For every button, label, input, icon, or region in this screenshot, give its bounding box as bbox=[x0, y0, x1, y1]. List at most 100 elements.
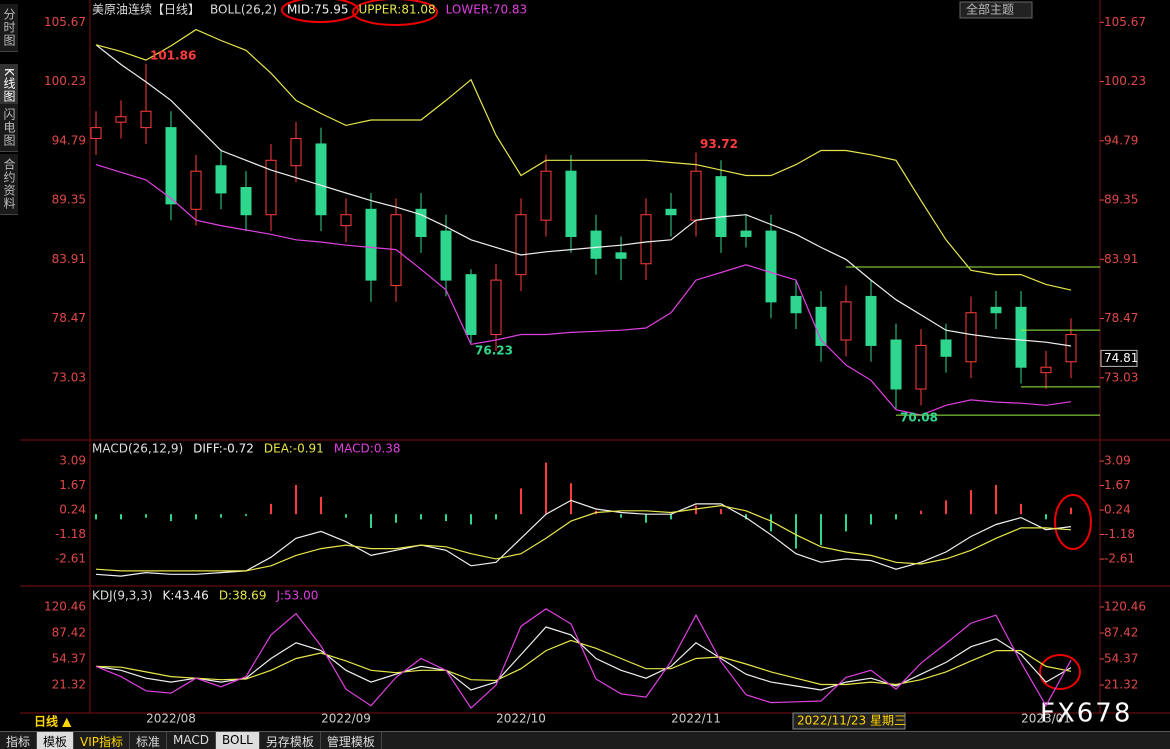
candle-body bbox=[340, 214, 352, 227]
circle-note bbox=[1054, 494, 1092, 550]
x-tick-label: 2022/10 bbox=[496, 712, 546, 726]
x-tick-label: 2023/01 bbox=[1021, 712, 1071, 726]
tool-btn[interactable]: 指标 bbox=[0, 732, 38, 749]
price-annotation: 93.72 bbox=[700, 137, 738, 151]
candle-body bbox=[1040, 366, 1052, 374]
y-tick-label: 120.46 bbox=[1104, 599, 1146, 613]
price-annotation: 70.08 bbox=[900, 410, 938, 424]
panel-legend: LOWER:70.83 bbox=[446, 3, 528, 17]
candle-body bbox=[715, 176, 727, 238]
candle-body bbox=[890, 339, 902, 390]
candle-body bbox=[415, 208, 427, 238]
price-annotation: 101.86 bbox=[150, 48, 196, 62]
boll-line bbox=[95, 28, 1072, 291]
toolbar: 指标 模板 VIP指标 标准 MACD BOLL 另存模板 管理模板 bbox=[0, 731, 1170, 749]
y-tick-label: 54.37 bbox=[1104, 651, 1138, 665]
tool-btn[interactable]: MACD bbox=[167, 732, 217, 749]
candle-body bbox=[440, 230, 452, 281]
y-tick-label: 94.79 bbox=[52, 133, 86, 147]
chart: 全部主题 日线 ▲ 2022/11/23 星期三 FX678 105.67 105… bbox=[20, 0, 1170, 731]
candle-body bbox=[615, 252, 627, 259]
panel-legend: K:43.46 bbox=[163, 589, 209, 603]
y-tick-label: 1.67 bbox=[59, 478, 86, 492]
kdj-line bbox=[95, 639, 1072, 686]
candle-body bbox=[790, 295, 802, 314]
y-tick-label: 87.42 bbox=[1104, 625, 1138, 639]
kdj-line bbox=[95, 626, 1072, 691]
candle-body bbox=[940, 339, 952, 357]
circle-note bbox=[281, 0, 359, 23]
panel-legend: KDJ(9,3,3) bbox=[92, 589, 153, 603]
y-tick-label: -2.61 bbox=[55, 552, 86, 566]
y-tick-label: 120.46 bbox=[44, 599, 86, 613]
cursor-date-box bbox=[792, 712, 906, 730]
theme-select[interactable] bbox=[959, 1, 1033, 19]
y-tick-label: 83.91 bbox=[52, 252, 86, 266]
candle-body bbox=[140, 110, 152, 129]
cursor-date: 2022/11/23 星期三 bbox=[797, 714, 906, 728]
y-tick-label: -1.18 bbox=[1104, 527, 1135, 541]
panel-legend: 美原油连续【日线】 bbox=[92, 2, 200, 17]
x-tick-label: 2022/08 bbox=[146, 712, 196, 726]
y-tick-label: 54.37 bbox=[52, 651, 86, 665]
tool-btn[interactable]: 管理模板 bbox=[321, 732, 382, 749]
candle-body bbox=[915, 344, 927, 390]
y-tick-label: 89.35 bbox=[1104, 193, 1138, 207]
y-tick-label: -1.18 bbox=[55, 527, 86, 541]
y-tick-label: 100.23 bbox=[44, 74, 86, 88]
side-tab[interactable]: K线图 bbox=[0, 64, 18, 108]
candle-body bbox=[990, 306, 1002, 314]
y-tick-label: 105.67 bbox=[1104, 15, 1146, 29]
x-tick-label: 2022/09 bbox=[321, 712, 371, 726]
candle-body bbox=[465, 274, 477, 336]
y-tick-label: 83.91 bbox=[1104, 252, 1138, 266]
candle-body bbox=[215, 165, 227, 194]
y-tick-label: 73.03 bbox=[52, 370, 86, 384]
side-tab[interactable]: 闪电图 bbox=[0, 104, 18, 152]
tool-btn[interactable]: BOLL bbox=[216, 732, 260, 749]
candle-body bbox=[840, 301, 852, 341]
macd-line bbox=[95, 504, 1072, 572]
candle-body bbox=[290, 138, 302, 167]
kdj-line bbox=[95, 608, 1072, 710]
candle-body bbox=[740, 230, 752, 238]
panel-legend: J:53.00 bbox=[275, 589, 318, 603]
candle-body bbox=[1015, 306, 1027, 368]
bg bbox=[20, 0, 1170, 731]
panel-legend: BOLL(26,2) bbox=[210, 3, 277, 17]
y-tick-label: -2.61 bbox=[1104, 552, 1135, 566]
tool-btn[interactable]: VIP指标 bbox=[74, 732, 131, 749]
y-tick-label: 105.67 bbox=[44, 15, 86, 29]
candle-body bbox=[90, 127, 102, 140]
side-tab[interactable]: 合约资料 bbox=[0, 154, 18, 215]
period[interactable]: 日线 ▲ bbox=[34, 714, 72, 729]
y-tick-label: 78.47 bbox=[52, 311, 86, 325]
theme-label[interactable]: 全部主题 bbox=[966, 2, 1014, 17]
candle-body bbox=[490, 279, 502, 336]
candle-body bbox=[365, 208, 377, 281]
candle-body bbox=[115, 116, 127, 123]
y-tick-label: 3.09 bbox=[1104, 454, 1131, 468]
tool-btn[interactable]: 另存模板 bbox=[260, 732, 321, 749]
tool-btn[interactable]: 模板 bbox=[37, 732, 75, 749]
y-tick-label: 1.67 bbox=[1104, 478, 1131, 492]
y-tick-label: 89.35 bbox=[52, 193, 86, 207]
candle-body bbox=[515, 214, 527, 276]
boll-line bbox=[95, 164, 1072, 416]
candle-body bbox=[190, 170, 202, 210]
y-tick-label: 3.09 bbox=[59, 454, 86, 468]
x-tick-label: 2022/11 bbox=[671, 712, 721, 726]
tool-btn[interactable]: 标准 bbox=[130, 732, 168, 749]
panel-legend: MID:75.95 bbox=[287, 3, 349, 17]
panel-legend: MACD(26,12,9) bbox=[92, 442, 183, 456]
panel-legend: MACD:0.38 bbox=[334, 442, 401, 456]
candle-body bbox=[815, 306, 827, 346]
panel-legend: DEA:-0.91 bbox=[264, 442, 324, 456]
candle-body bbox=[265, 159, 277, 216]
price-annotation: 76.23 bbox=[475, 343, 513, 357]
panel-legend: D:38.69 bbox=[219, 589, 267, 603]
side-tab[interactable]: 分时图 bbox=[0, 4, 18, 52]
panel-legend: DIFF:-0.72 bbox=[193, 442, 254, 456]
last-price-box bbox=[1100, 349, 1138, 367]
candle-body bbox=[665, 208, 677, 216]
